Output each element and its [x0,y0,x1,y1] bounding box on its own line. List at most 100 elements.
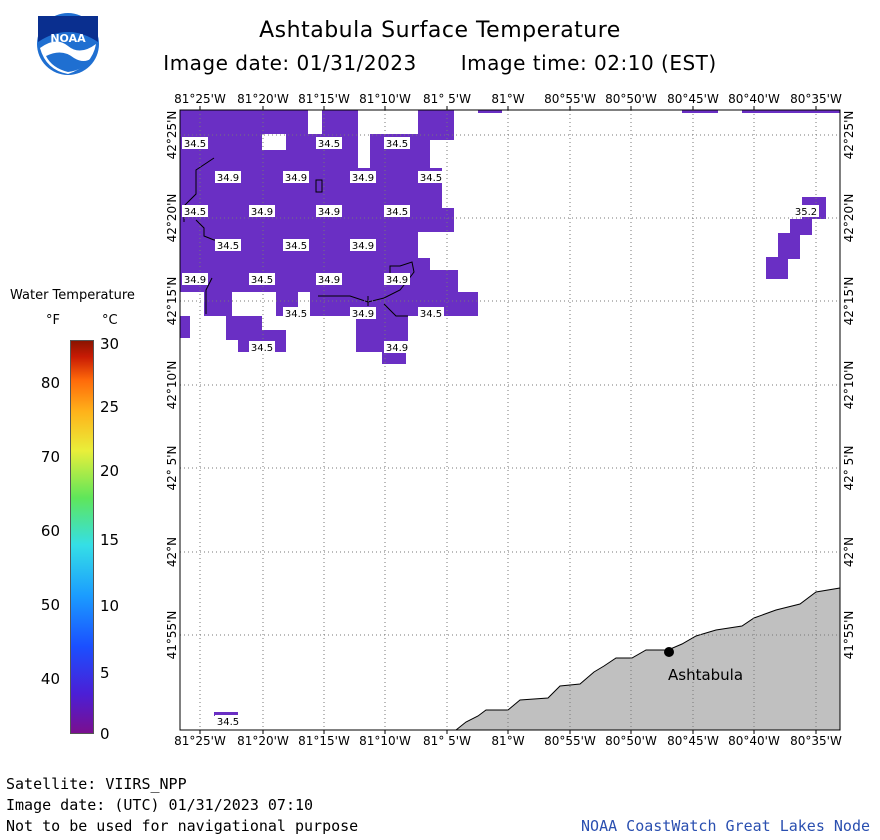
temp-label: 34.5 [215,239,241,252]
svg-text:34.5: 34.5 [217,241,239,252]
lon-label-bottom: 80°35'W [790,734,842,748]
temp-label: 34.5 [418,307,444,320]
land-shoreline [454,587,841,731]
lon-label-top: 80°35'W [790,92,842,106]
legend-unit-fahrenheit: °F [46,313,60,328]
lon-label-top: 80°55'W [544,92,596,106]
temp-label: 34.5 [283,307,309,320]
page-title: Ashtabula Surface Temperature [259,18,621,43]
svg-text:34.9: 34.9 [251,207,273,218]
legend-tick-f: 60 [40,522,60,540]
lat-label-right: 42°N [842,537,856,567]
temp-label: 34.5 [215,715,241,728]
svg-text:34.5: 34.5 [184,139,206,150]
lon-label-top: 81°10'W [359,92,411,106]
legend-unit-celsius: °C [102,313,118,328]
lat-label-left: 42° 5'N [165,446,179,491]
temp-label: 34.5 [249,273,275,286]
temp-label: 34.9 [316,205,342,218]
svg-text:34.5: 34.5 [420,309,442,320]
lat-label-right: 42°20'N [842,194,856,243]
temp-label: 34.9 [384,273,410,286]
lon-label-bottom: 81°20'W [237,734,289,748]
lon-label-bottom: 80°40'W [728,734,780,748]
footer-credit: NOAA CoastWatch Great Lakes Node [581,817,870,835]
lon-label-top: 81°20'W [237,92,289,106]
legend-tick-f: 40 [40,670,60,688]
footer-note: Not to be used for navigational purpose [6,817,359,835]
svg-text:35.2: 35.2 [795,207,817,218]
lon-label-top: 81°W [491,92,524,106]
lat-label-right: 42°25'N [842,111,856,160]
temperature-map: 81°25'W 81°20'W 81°15'W 81°10'W 81° 5'W … [165,92,856,748]
lon-label-top: 81°25'W [174,92,226,106]
legend-tick-c: 20 [100,462,120,480]
lon-label-bottom: 80°55'W [544,734,596,748]
footer-satellite: Satellite: VIIRS_NPP [6,775,187,793]
legend-tick-f: 50 [40,596,60,614]
legend-tick-f: 70 [40,448,60,466]
lat-label-right: 42°10'N [842,361,856,410]
temp-label: 35.2 [793,205,819,218]
temperature-colorbar [70,340,94,734]
lat-label-right: 42°15'N [842,277,856,326]
temp-label: 34.9 [384,341,410,354]
lon-label-top: 81° 5'W [423,92,471,106]
legend-tick-c: 5 [100,664,110,682]
temp-label: 34.9 [316,273,342,286]
lat-label-right: 42° 5'N [842,446,856,491]
temp-label: 34.5 [418,171,444,184]
lat-label-left: 41°55'N [165,611,179,660]
svg-text:34.5: 34.5 [217,717,239,728]
lon-label-bottom: 81°10'W [359,734,411,748]
svg-text:34.5: 34.5 [386,207,408,218]
svg-text:34.5: 34.5 [285,309,307,320]
image-time: Image time: 02:10 (EST) [460,51,717,75]
svg-text:34.9: 34.9 [352,309,374,320]
lat-label-left: 42°15'N [165,277,179,326]
lon-label-bottom: 80°50'W [605,734,657,748]
svg-text:34.9: 34.9 [386,275,408,286]
legend-tick-f: 80 [40,374,60,392]
svg-text:34.9: 34.9 [318,207,340,218]
svg-text:34.5: 34.5 [184,207,206,218]
lat-label-left: 42°25'N [165,111,179,160]
svg-text:34.5: 34.5 [285,241,307,252]
svg-text:34.9: 34.9 [217,173,239,184]
legend-title: Water Temperature [10,288,135,303]
svg-text:34.5: 34.5 [420,173,442,184]
svg-text:34.9: 34.9 [386,343,408,354]
lon-label-bottom: 81° 5'W [423,734,471,748]
svg-text:34.5: 34.5 [251,275,273,286]
lon-label-bottom: 81°15'W [298,734,350,748]
temp-label: 34.5 [283,239,309,252]
lon-label-bottom: 81°25'W [174,734,226,748]
temp-label: 34.5 [384,137,410,150]
svg-text:34.5: 34.5 [251,343,273,354]
lon-label-top: 81°15'W [298,92,350,106]
lon-label-bottom: 80°45'W [667,734,719,748]
lon-label-top: 80°50'W [605,92,657,106]
legend-tick-c: 25 [100,398,120,416]
svg-text:34.9: 34.9 [352,173,374,184]
svg-text:34.9: 34.9 [184,275,206,286]
temp-label: 34.5 [249,341,275,354]
temp-label: 34.9 [350,171,376,184]
svg-text:34.5: 34.5 [386,139,408,150]
lon-label-top: 80°45'W [667,92,719,106]
temp-label: 34.9 [350,307,376,320]
temp-label: 34.5 [384,205,410,218]
temp-label: 34.9 [350,239,376,252]
lon-label-top: 80°40'W [728,92,780,106]
temp-label: 34.9 [215,171,241,184]
lon-label-bottom: 81°W [491,734,524,748]
legend-tick-c: 0 [100,725,110,743]
legend-tick-c: 10 [100,597,120,615]
lat-label-left: 42°10'N [165,361,179,410]
image-datetime: Image date: 01/31/2023 Image time: 02:10 … [0,51,880,75]
temp-label: 34.9 [182,273,208,286]
city-label: Ashtabula [668,666,743,684]
lat-label-left: 42°20'N [165,194,179,243]
svg-text:34.9: 34.9 [285,173,307,184]
temp-label: 34.9 [249,205,275,218]
